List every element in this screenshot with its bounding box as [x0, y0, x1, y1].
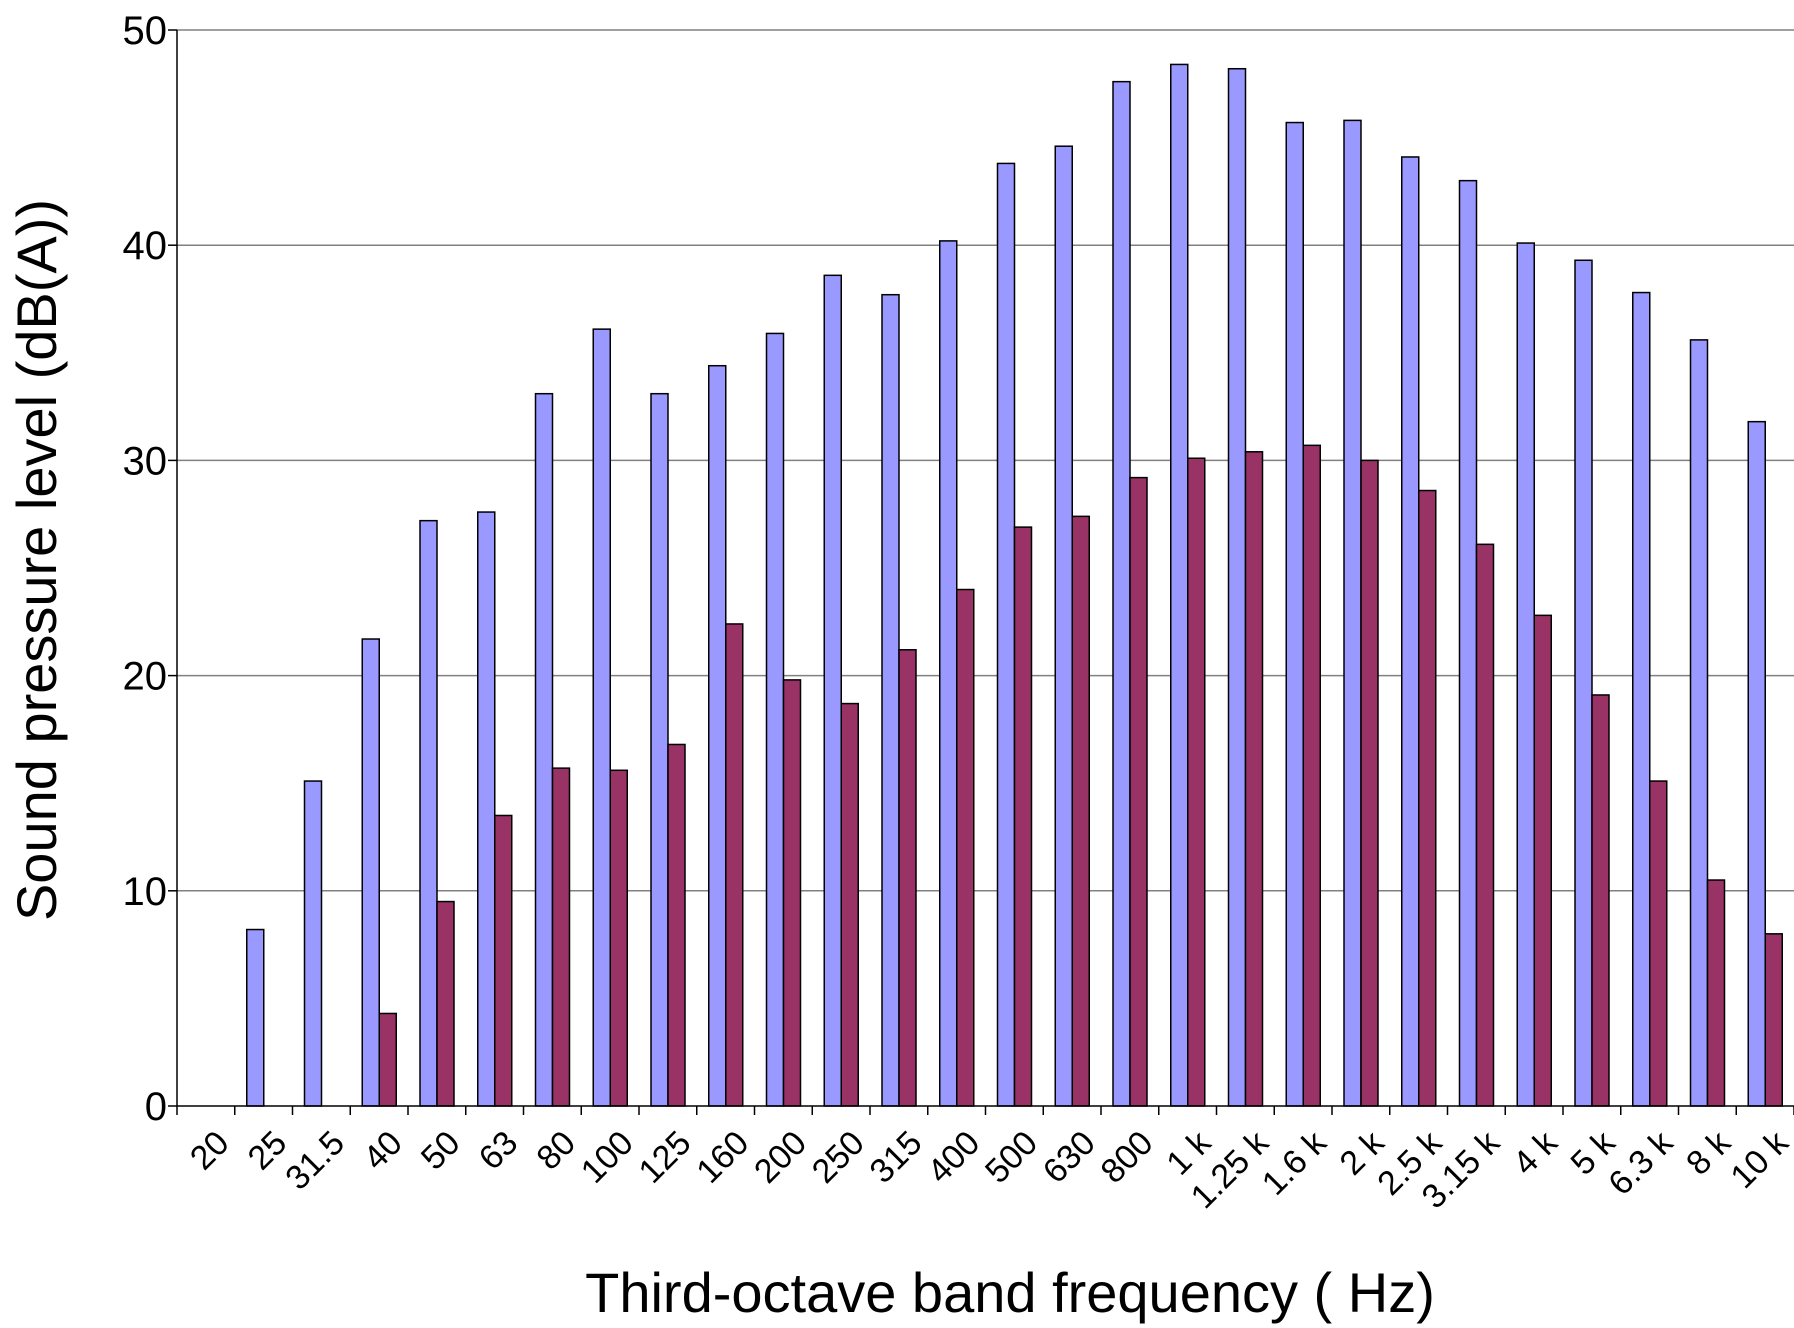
- bar-series1-3.15k: [1458, 179, 1478, 1107]
- bar-series2-125: [667, 743, 686, 1107]
- x-tick-label: 1.6 k: [1255, 1123, 1335, 1203]
- x-tick-label: 125: [632, 1124, 699, 1191]
- x-tick-label: 500: [978, 1124, 1045, 1191]
- x-tick-label: 400: [920, 1124, 987, 1191]
- bar-series2-160: [725, 623, 744, 1107]
- bar-series1-5k: [1574, 259, 1593, 1107]
- bar-series1-10k: [1747, 420, 1766, 1107]
- bar-series2-1.25k: [1244, 451, 1264, 1107]
- bars: [246, 63, 1783, 1107]
- y-tick-label: 50: [123, 9, 168, 53]
- x-tick-label: 800: [1094, 1124, 1161, 1191]
- bar-series2-800: [1129, 476, 1148, 1107]
- x-axis-title: Third-octave band frequency ( Hz): [585, 1261, 1435, 1324]
- bar-series1-80: [534, 392, 554, 1107]
- bar-series2-630: [1071, 515, 1090, 1107]
- x-tick-label: 31.5: [278, 1124, 352, 1198]
- x-tick-label: 6.3 k: [1601, 1123, 1681, 1203]
- x-tick-label: 250: [805, 1124, 872, 1191]
- bar-series1-31.5: [303, 780, 323, 1107]
- y-tick-label: 20: [123, 655, 168, 699]
- bar-series1-1k: [1170, 63, 1189, 1107]
- x-tick-label: 40: [356, 1124, 410, 1178]
- bar-series2-10k: [1764, 933, 1783, 1107]
- y-tick-labels: 0 10 20 30 40 50: [123, 9, 168, 1129]
- bar-series2-6.3k: [1649, 780, 1668, 1107]
- bar-series2-400: [956, 588, 975, 1107]
- bar-series1-1.25k: [1227, 67, 1247, 1107]
- bar-series1-8k: [1689, 339, 1709, 1107]
- bar-series1-25: [246, 928, 265, 1107]
- bar-series1-100: [592, 328, 611, 1107]
- bar-series2-2.5k: [1418, 489, 1437, 1107]
- bar-series1-2k: [1343, 119, 1362, 1107]
- bar-series1-1.6k: [1285, 121, 1304, 1107]
- bar-series2-50: [436, 900, 455, 1107]
- bar-series2-200: [782, 679, 802, 1107]
- bar-series1-63: [477, 511, 496, 1107]
- x-tick-label: 315: [863, 1124, 930, 1191]
- y-axis-title: Sound pressure level (dB(A)): [5, 199, 68, 921]
- bar-series2-500: [1013, 526, 1033, 1107]
- bar-series2-80: [551, 767, 571, 1107]
- bar-series1-250: [823, 274, 842, 1107]
- x-tick-label: 50: [414, 1124, 468, 1178]
- y-tick-label: 40: [123, 224, 168, 268]
- bar-series2-63: [494, 814, 513, 1107]
- bar-series2-1.6k: [1302, 444, 1321, 1107]
- x-tick-label: 160: [689, 1124, 756, 1191]
- x-tick-label: 10 k: [1723, 1123, 1794, 1196]
- bar-series1-6.3k: [1632, 291, 1651, 1107]
- x-tick-label: 4 k: [1506, 1123, 1566, 1183]
- bar-series2-8k: [1706, 879, 1726, 1107]
- bar-series2-5k: [1591, 694, 1610, 1107]
- bar-series2-315: [898, 649, 917, 1107]
- bar-series1-630: [1054, 145, 1073, 1107]
- x-tick-label: 200: [747, 1124, 814, 1191]
- axes: [168, 29, 1794, 1115]
- bar-series1-125: [650, 392, 669, 1107]
- bar-series1-315: [881, 293, 900, 1107]
- bar-series1-200: [765, 332, 785, 1107]
- x-tick-label: 63: [472, 1124, 526, 1178]
- bar-series1-800: [1112, 80, 1131, 1107]
- bar-series1-40: [361, 638, 380, 1107]
- x-tick-label: 20: [183, 1124, 237, 1178]
- bar-series1-50: [419, 519, 438, 1107]
- bar-series2-4k: [1533, 614, 1552, 1107]
- bar-series1-400: [939, 240, 958, 1107]
- bar-series2-2k: [1360, 459, 1379, 1107]
- bar-series1-160: [708, 364, 727, 1107]
- bar-series1-4k: [1516, 242, 1535, 1107]
- bar-series2-1k: [1187, 457, 1206, 1107]
- x-tick-label: 630: [1036, 1124, 1103, 1191]
- bar-series2-100: [609, 769, 628, 1107]
- y-tick-label: 10: [123, 870, 168, 914]
- x-tick-label: 80: [529, 1124, 583, 1178]
- y-tick-label: 0: [145, 1085, 167, 1129]
- x-tick-label: 100: [574, 1124, 641, 1191]
- bar-series1-2.5k: [1401, 156, 1420, 1107]
- bar-series2-3.15k: [1475, 543, 1495, 1107]
- bar-series2-40: [378, 1012, 397, 1107]
- bar-series1-500: [996, 162, 1016, 1107]
- bar-series2-250: [840, 702, 859, 1107]
- y-tick-label: 30: [123, 439, 168, 483]
